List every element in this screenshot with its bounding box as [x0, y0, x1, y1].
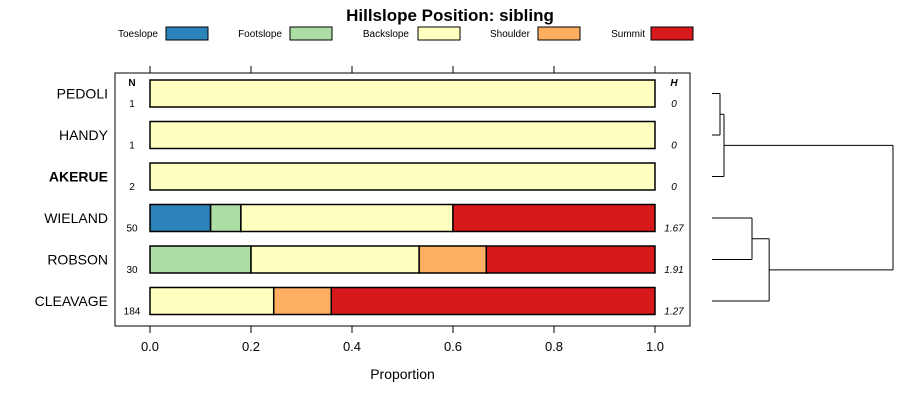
x-tick-label: 0.0	[141, 339, 159, 354]
x-tick-label: 1.0	[646, 339, 664, 354]
h-value: 1.27	[664, 307, 684, 318]
bar-segment-toeslope	[149, 203, 212, 233]
legend-swatch-summit	[650, 26, 694, 41]
row-robson: ROBSON 30 1.91	[47, 245, 684, 276]
x-tick-label: 0.8	[545, 339, 563, 354]
bar-segment-summit	[452, 203, 656, 233]
plot-frame	[114, 72, 691, 327]
row-handy: HANDY 1 0	[59, 120, 677, 152]
x-tick-label: 0.6	[444, 339, 462, 354]
h-value: 1.91	[664, 265, 683, 276]
row-label: HANDY	[59, 127, 109, 143]
x-axis-title: Proportion	[370, 366, 435, 382]
legend-label-summit: Summit	[611, 29, 645, 40]
legend-label-footslope: Footslope	[238, 29, 282, 40]
h-value: 0	[671, 182, 677, 193]
h-column-header: H	[670, 78, 678, 89]
bar-segment-backslope	[149, 120, 656, 150]
x-tick-label: 0.2	[242, 339, 260, 354]
legend-label-backslope: Backslope	[363, 29, 410, 40]
legend-label-toeslope: Toeslope	[118, 29, 158, 40]
row-label: CLEAVAGE	[35, 293, 108, 309]
row-label: WIELAND	[44, 210, 108, 226]
dendrogram	[712, 93, 894, 302]
row-label: PEDOLI	[57, 86, 108, 102]
bar-segment-summit	[485, 245, 656, 274]
bar-segment-backslope	[240, 203, 454, 233]
n-value: 30	[126, 265, 138, 276]
legend-label-shoulder: Shoulder	[490, 29, 531, 40]
bar-segment-footslope	[149, 245, 252, 274]
n-value: 50	[126, 224, 138, 235]
n-value: 184	[124, 307, 141, 318]
bar-rows: PEDOLI 1 0 HANDY 1 0 AKERUE 2 0 WIELAND 50 1.67 ROBS…	[35, 79, 684, 318]
h-value: 0	[671, 99, 677, 110]
h-value: 1.67	[664, 224, 684, 235]
n-value: 1	[129, 141, 135, 152]
legend-swatch-backslope	[417, 26, 461, 41]
bar-segment-backslope	[149, 286, 275, 316]
h-value: 0	[671, 141, 677, 152]
bar-segment-summit	[330, 286, 656, 316]
n-value: 2	[129, 182, 135, 193]
n-column-header: N	[128, 78, 135, 89]
n-value: 1	[129, 99, 135, 110]
bar-segment-backslope	[149, 162, 656, 191]
bottom-axis: 0.0 0.2 0.4 0.6 0.8 1.0	[141, 326, 664, 354]
bar-segment-footslope	[209, 203, 242, 233]
legend-swatch-shoulder	[537, 26, 581, 41]
bar-segment-backslope	[250, 245, 420, 274]
x-tick-label: 0.4	[343, 339, 361, 354]
bar-segment-shoulder	[272, 286, 333, 316]
legend-swatch-toeslope	[165, 26, 209, 41]
row-pedoli: PEDOLI 1 0	[57, 79, 677, 110]
row-wieland: WIELAND 50 1.67	[44, 203, 684, 235]
chart-title: Hillslope Position: sibling	[346, 6, 554, 25]
row-label: ROBSON	[47, 252, 108, 268]
row-akerue: AKERUE 2 0	[49, 162, 677, 193]
row-label: AKERUE	[49, 169, 108, 185]
bar-segment-backslope	[149, 79, 656, 108]
legend: Toeslope Footslope Backslope Shoulder Summit	[118, 26, 694, 41]
bar-segment-shoulder	[418, 245, 488, 274]
row-cleavage: CLEAVAGE 184 1.27	[35, 286, 684, 318]
legend-swatch-footslope	[289, 26, 333, 41]
top-axis	[149, 66, 656, 73]
